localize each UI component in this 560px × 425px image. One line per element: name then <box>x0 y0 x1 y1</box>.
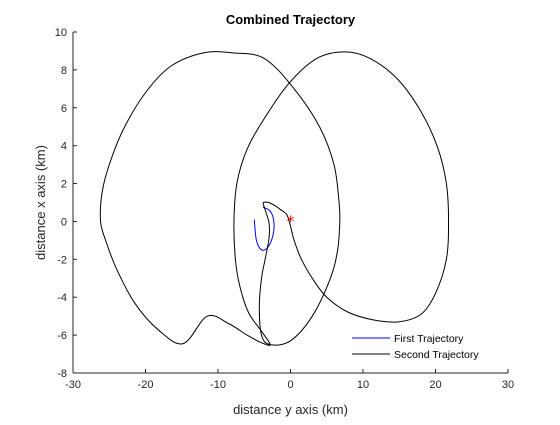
y-tick-label: 0 <box>61 216 67 228</box>
x-tick-label: -10 <box>210 379 226 391</box>
y-tick-label: 2 <box>61 179 67 191</box>
series-line-0 <box>253 206 275 251</box>
marker-star: * <box>287 212 295 230</box>
series-lines <box>99 51 450 346</box>
legend: First Trajectory Second Trajectory <box>352 333 479 361</box>
y-axis-title: distance x axis (km) <box>33 145 48 260</box>
x-tick-label: 0 <box>287 379 293 391</box>
x-tick-label: 10 <box>357 379 369 391</box>
x-tick-label: -20 <box>138 379 154 391</box>
y-tick-label: -4 <box>57 292 67 304</box>
series-line-1 <box>99 51 450 346</box>
x-tick-label: 30 <box>502 379 514 391</box>
x-axis-title: distance y axis (km) <box>233 402 348 417</box>
origin-marker: * <box>287 212 295 230</box>
y-tick-label: 4 <box>61 141 67 153</box>
y-tick-label: -2 <box>57 254 67 266</box>
plot-area <box>73 32 508 373</box>
y-tick-label: 8 <box>61 65 67 77</box>
y-tick-label: -6 <box>57 330 67 342</box>
chart-title: Combined Trajectory <box>226 12 356 27</box>
y-tick-label: 6 <box>61 103 67 115</box>
x-tick-label: 20 <box>429 379 441 391</box>
legend-label-1: Second Trajectory <box>394 349 479 361</box>
legend-label-0: First Trajectory <box>394 333 464 345</box>
y-tick-label: -8 <box>57 368 67 380</box>
x-tick-label: -30 <box>65 379 81 391</box>
y-tick-label: 10 <box>55 27 67 39</box>
